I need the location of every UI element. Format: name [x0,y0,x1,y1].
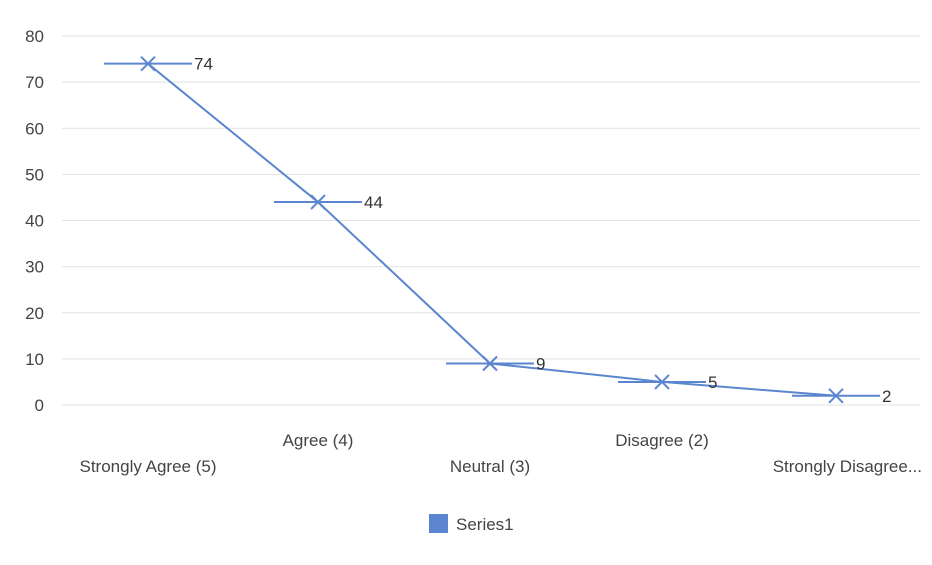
y-tick-label: 40 [25,212,44,231]
y-tick-label: 80 [25,27,44,46]
x-category-label: Disagree (2) [615,431,709,450]
data-point-marker [828,388,844,404]
data-label: 2 [882,387,891,406]
x-category-label: Agree (4) [283,431,354,450]
data-point-marker [310,194,326,210]
gridlines [62,35,920,406]
data-label: 5 [708,373,717,392]
series-lines [104,62,880,397]
y-tick-label: 70 [25,73,44,92]
marker-stroke [828,388,844,404]
y-tick-label: 60 [25,119,44,138]
y-tick-label: 30 [25,258,44,277]
series-line [147,62,837,397]
series-markers [140,55,844,404]
legend-swatch [429,514,448,533]
y-tick-label: 50 [25,165,44,184]
marker-stroke [654,374,670,390]
marker-stroke [482,355,498,372]
y-axis-ticks: 0 10 20 30 40 50 60 70 80 [25,27,44,415]
marker-stroke [310,194,326,210]
data-label: 44 [364,193,383,212]
data-labels: 74 44 9 5 2 [194,55,891,406]
legend-label: Series1 [456,515,514,534]
y-tick-label: 20 [25,304,44,323]
data-point-marker [140,55,156,72]
data-point-marker [654,374,670,390]
x-axis-categories: Strongly Agree (5) Agree (4) Neutral (3) Di… [79,431,922,476]
y-tick-label: 10 [25,350,44,369]
x-category-label: Neutral (3) [450,457,530,476]
x-category-label: Strongly Agree (5) [79,457,216,476]
data-label: 74 [194,55,213,74]
x-category-label: Strongly Disagree... [773,457,922,476]
y-tick-label: 0 [35,396,44,415]
data-label: 9 [536,354,545,373]
marker-stroke [140,55,156,72]
data-point-marker [482,355,498,372]
legend: Series1 [429,514,514,534]
